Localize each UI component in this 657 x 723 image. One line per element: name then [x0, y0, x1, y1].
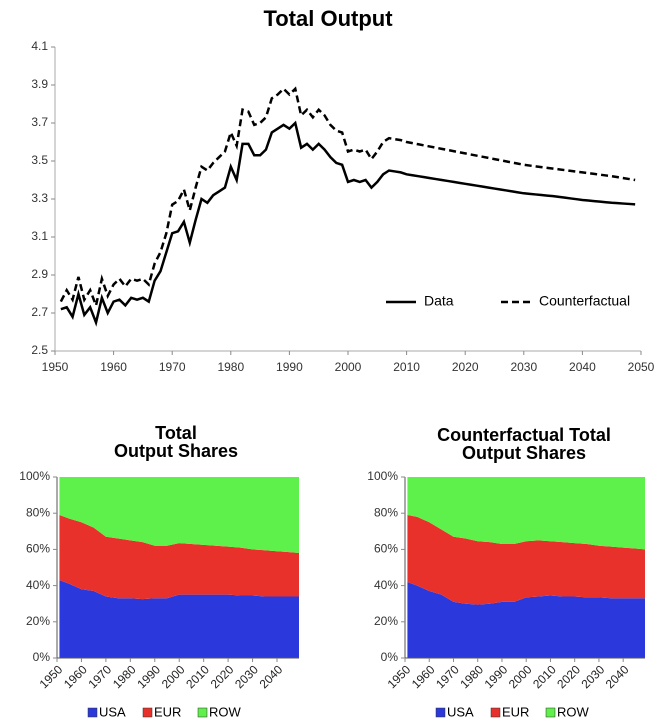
y-tick-label: 0% [381, 650, 399, 664]
area-usa [407, 581, 645, 658]
x-tick-label: 2000 [335, 360, 362, 374]
y-tick-label: 80% [374, 505, 398, 519]
y-tick-label: 100% [19, 469, 50, 483]
x-tick-label: 1960 [100, 360, 127, 374]
y-tick-label: 3.1 [31, 229, 48, 243]
x-tick-label: 1960 [61, 662, 90, 691]
area-usa [59, 580, 299, 658]
x-tick-label: 1980 [457, 662, 486, 691]
chart-title: Counterfactual Total [437, 425, 611, 445]
chart-title: Output Shares [114, 441, 238, 461]
x-tick-label: 1990 [134, 662, 163, 691]
x-tick-label: 2040 [569, 360, 596, 374]
y-tick-label: 80% [26, 505, 50, 519]
legend-label: EUR [502, 704, 529, 719]
x-tick-label: 2010 [393, 360, 420, 374]
y-tick-label: 3.9 [31, 77, 48, 91]
x-tick-label: 1960 [409, 662, 438, 691]
legend-swatch [545, 707, 556, 718]
x-tick-label: 2000 [506, 662, 535, 691]
y-tick-label: 3.5 [31, 153, 48, 167]
y-tick-label: 3.7 [31, 115, 48, 129]
y-tick-label: 2.7 [31, 305, 48, 319]
x-tick-label: 2010 [530, 662, 559, 691]
y-tick-label: 20% [26, 614, 50, 628]
y-tick-label: 4.1 [31, 39, 48, 53]
legend-label: USA [99, 704, 126, 719]
legend-swatch [435, 707, 446, 718]
x-tick-label: 2030 [510, 360, 537, 374]
x-tick-label: 2010 [183, 662, 212, 691]
x-tick-label: 1980 [110, 662, 139, 691]
y-tick-label: 20% [374, 614, 398, 628]
legend-swatch [197, 707, 208, 718]
data-line [60, 120, 636, 327]
chart-title: Total [155, 423, 197, 443]
legend-label: Data [424, 293, 454, 309]
y-tick-label: 2.5 [31, 343, 48, 357]
x-tick-label: 1950 [42, 360, 69, 374]
area-eur [407, 515, 645, 605]
legend-swatch [490, 707, 501, 718]
x-tick-label: 2050 [628, 360, 655, 374]
x-tick-label: 1950 [385, 662, 414, 691]
x-tick-label: 1990 [276, 360, 303, 374]
x-tick-label: 2020 [554, 662, 583, 691]
legend-label: Counterfactual [539, 293, 630, 309]
x-tick-label: 2020 [208, 662, 237, 691]
y-tick-label: 3.3 [31, 191, 48, 205]
area-row [407, 477, 645, 550]
x-tick-label: 1970 [85, 662, 114, 691]
x-tick-label: 1970 [159, 360, 186, 374]
y-tick-label: 100% [367, 469, 398, 483]
x-tick-label: 1990 [482, 662, 511, 691]
x-tick-label: 2030 [579, 662, 608, 691]
y-tick-label: 40% [374, 578, 398, 592]
legend-label: ROW [209, 704, 242, 719]
legend-swatch [87, 707, 98, 718]
x-tick-label: 2020 [452, 360, 479, 374]
y-tick-label: 0% [33, 650, 51, 664]
x-tick-label: 1950 [37, 662, 66, 691]
x-tick-label: 1980 [217, 360, 244, 374]
y-tick-label: 40% [26, 578, 50, 592]
x-tick-label: 1970 [433, 662, 462, 691]
legend-label: USA [447, 704, 474, 719]
legend-label: ROW [557, 704, 590, 719]
chart-title: Output Shares [462, 443, 586, 463]
y-tick-label: 60% [374, 542, 398, 556]
area-eur [59, 515, 299, 600]
data-line [59, 86, 636, 310]
x-tick-label: 2030 [232, 662, 261, 691]
x-tick-label: 2040 [257, 662, 286, 691]
area-row [59, 477, 299, 554]
legend-swatch [142, 707, 153, 718]
x-tick-label: 2000 [159, 662, 188, 691]
chart-title: Total Output [263, 6, 393, 31]
legend-label: EUR [154, 704, 181, 719]
y-tick-label: 60% [26, 542, 50, 556]
x-tick-label: 2040 [603, 662, 632, 691]
y-tick-label: 2.9 [31, 267, 48, 281]
